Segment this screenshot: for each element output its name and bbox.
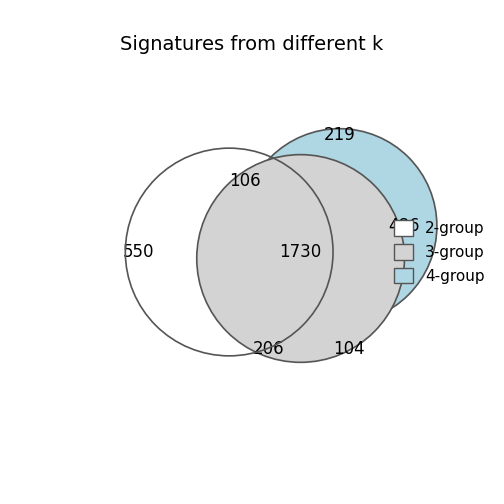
- Legend: 2-group, 3-group, 4-group: 2-group, 3-group, 4-group: [388, 214, 491, 290]
- Title: Signatures from different k: Signatures from different k: [120, 35, 384, 54]
- Text: 104: 104: [334, 340, 365, 358]
- Text: 486: 486: [389, 217, 420, 235]
- Circle shape: [197, 155, 404, 362]
- Text: 206: 206: [253, 340, 284, 358]
- Circle shape: [242, 129, 437, 324]
- Text: 106: 106: [230, 171, 261, 190]
- Text: 550: 550: [122, 243, 154, 261]
- Text: 219: 219: [324, 126, 355, 144]
- Text: 1730: 1730: [280, 243, 322, 261]
